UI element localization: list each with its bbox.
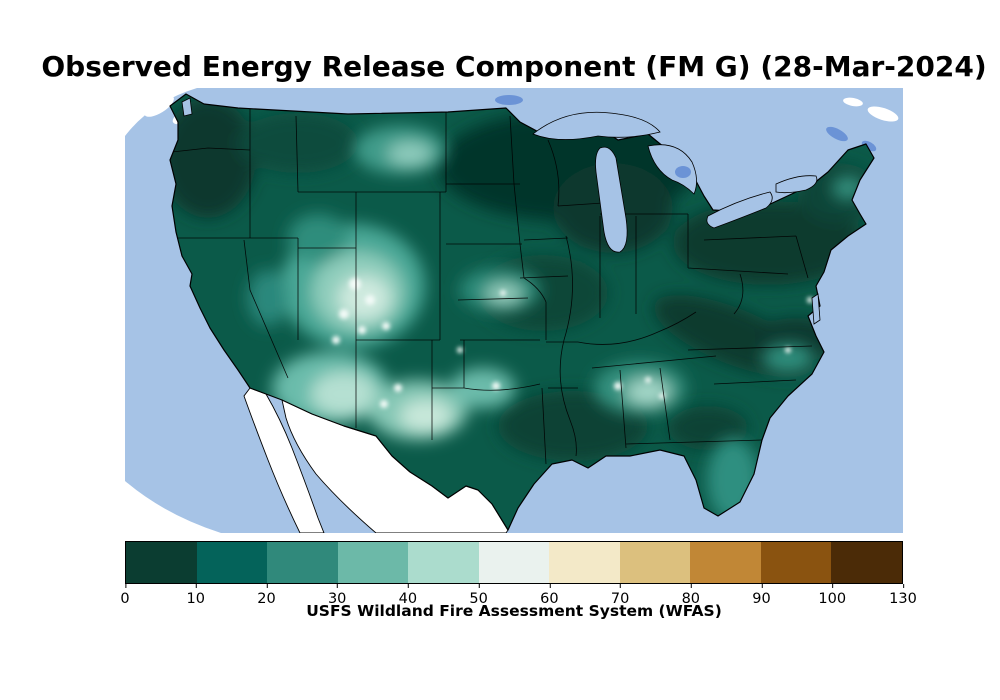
colorbar: 0 10 20 30 40 50 60 70 80 90 100 130 [120,541,917,610]
state-borders [171,106,813,465]
colorbar-tick-label: 100 [818,584,847,607]
colorbar-segment [619,542,691,583]
colorbar-tick-label: 90 [752,584,771,607]
erc-hotspot-dots [332,278,813,408]
colorbar-ticks: 0 10 20 30 40 50 60 70 80 90 100 130 [120,584,917,610]
colorbar-segment [337,542,409,583]
colorbar-segment [690,542,761,583]
puget-sound [181,97,193,117]
colorbar-segments [125,541,903,584]
great-lakes [181,97,821,325]
colorbar-tick-label: 60 [540,584,559,607]
canada-water-accents [495,95,877,152]
colorbar-tick-label: 130 [889,584,917,607]
colorbar-segment [478,542,550,583]
projection-edge-wedges [125,88,221,533]
colorbar-segment [760,542,832,583]
colorbar-label: USFS Wildland Fire Assessment System (WF… [306,602,722,620]
colorbar-tick-label: 30 [327,584,347,607]
colorbar-tick-label: 20 [257,584,276,607]
colorbar-tick-label: 10 [186,584,205,607]
colorbar-segment [408,542,479,583]
lake-superior [532,111,661,140]
chesapeake-bay [811,293,821,325]
map-canvas [125,88,903,533]
colorbar-segment [831,542,903,583]
lake-huron [647,144,697,195]
colorbar-segment [267,542,338,583]
colorbar-tick-label: 50 [469,584,488,607]
baja-california [243,387,325,533]
lake-ontario [775,175,818,194]
georgian-bay-accent [675,166,691,178]
colorbar-segment [126,542,197,583]
colorbar-tick-label: 0 [120,584,130,607]
colorbar-segment [196,542,268,583]
us-erc-map [125,88,903,533]
map-title: Observed Energy Release Component (FM G)… [41,50,987,83]
colorbar-tick-label: 70 [610,584,630,607]
colorbar-tick-label: 40 [398,584,418,607]
colorbar-tick-label: 80 [681,584,701,607]
colorbar-segment [549,542,620,583]
lake-michigan [595,146,628,253]
lake-erie [706,191,773,229]
